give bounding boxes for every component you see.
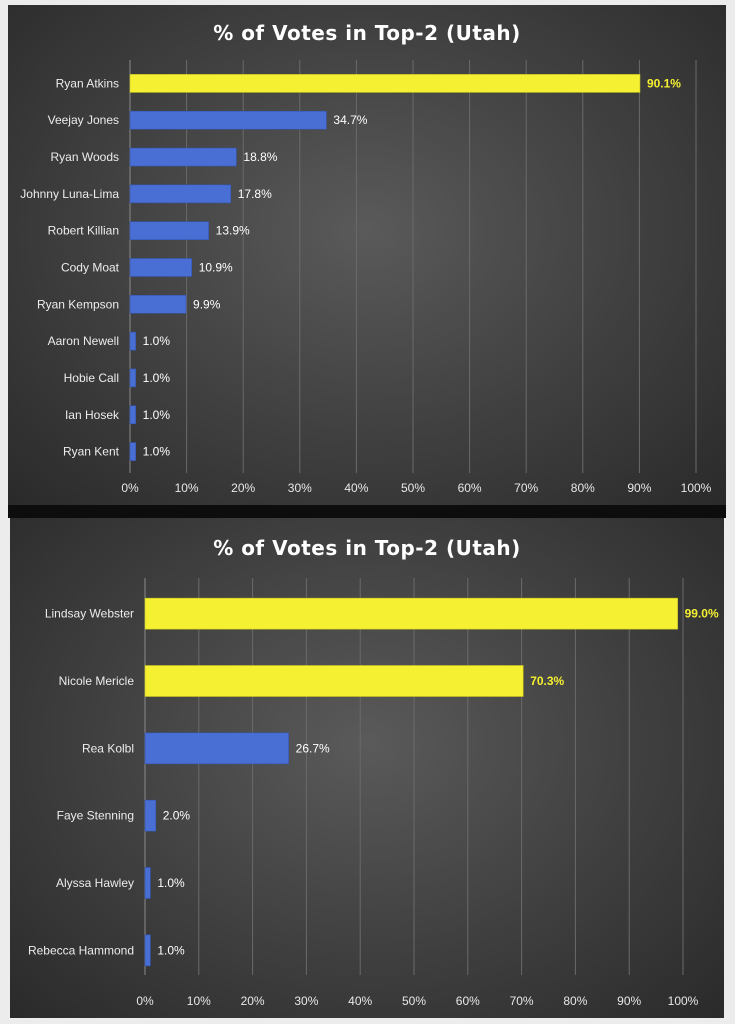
bar — [144, 732, 289, 765]
data-label: 1.0% — [157, 943, 185, 957]
x-tick-label: 90% — [617, 994, 641, 1008]
data-label: 34.7% — [333, 113, 367, 127]
bar — [144, 867, 151, 899]
x-tick-label: 30% — [294, 994, 318, 1008]
chart-bottom-plot: 0% 10% 20% 30% 40% 50% 60% 70% 80% 90% 100% Lindsay… — [28, 578, 719, 1008]
category-label: Ryan Woods — [51, 150, 119, 164]
data-label: 18.8% — [243, 150, 277, 164]
chart-title: % of Votes in Top-2 (Utah) — [213, 21, 521, 45]
bar — [144, 665, 524, 697]
data-label: 1.0% — [143, 408, 171, 422]
chart-top-plot: 0% 10% 20% 30% 40% 50% 60% 70% 80% 90% 100% Ryan At… — [20, 60, 712, 495]
x-tick-label: 0% — [121, 481, 139, 495]
category-label: Johnny Luna-Lima — [20, 187, 119, 201]
x-tick-label: 50% — [401, 481, 425, 495]
category-label: Rea Kolbl — [82, 741, 134, 755]
bar — [144, 934, 151, 967]
category-label: Faye Stenning — [57, 809, 134, 823]
category-label: Alyssa Hawley — [56, 876, 134, 890]
x-tick-label: 10% — [187, 994, 211, 1008]
bar — [129, 442, 136, 461]
x-tick-label: 0% — [136, 994, 154, 1008]
data-label: 10.9% — [199, 261, 233, 275]
bar — [144, 799, 157, 832]
x-tick-label: 30% — [288, 481, 312, 495]
x-tick-label: 20% — [231, 481, 255, 495]
data-label: 2.0% — [163, 809, 191, 823]
data-label: 90.1% — [647, 76, 681, 90]
x-tick-label: 40% — [344, 481, 368, 495]
bar — [129, 405, 136, 425]
bar — [129, 147, 237, 167]
bar — [129, 368, 136, 388]
data-label: 99.0% — [685, 607, 719, 621]
data-label: 13.9% — [216, 224, 250, 238]
divider — [8, 505, 726, 518]
category-label: Ian Hosek — [65, 408, 120, 422]
category-label: Ryan Kempson — [37, 297, 119, 311]
data-label: 17.8% — [238, 187, 272, 201]
category-label: Lindsay Webster — [45, 607, 134, 621]
category-label: Aaron Newell — [48, 334, 119, 348]
data-label: 1.0% — [143, 334, 171, 348]
chart-top: % of Votes in Top-2 (Utah) 0% 10% 20% 30% 40… — [8, 5, 726, 505]
bar — [129, 110, 327, 130]
data-label: 1.0% — [143, 445, 171, 459]
x-tick-label: 40% — [348, 994, 372, 1008]
x-tick-label: 50% — [402, 994, 426, 1008]
category-label: Cody Moat — [61, 261, 120, 275]
x-tick-label: 70% — [510, 994, 534, 1008]
bar — [129, 331, 136, 351]
category-label: Rebecca Hammond — [28, 943, 134, 957]
x-tick-label: 80% — [571, 481, 595, 495]
category-label: Nicole Mericle — [59, 674, 135, 688]
data-label: 1.0% — [157, 876, 185, 890]
data-label: 26.7% — [296, 741, 330, 755]
x-tick-label: 60% — [456, 994, 480, 1008]
x-tick-label: 60% — [458, 481, 482, 495]
x-tick-label: 100% — [668, 994, 699, 1008]
bar — [129, 221, 209, 240]
x-tick-label: 80% — [563, 994, 587, 1008]
category-label: Ryan Kent — [63, 445, 120, 459]
bar — [129, 184, 232, 204]
category-label: Veejay Jones — [48, 113, 119, 127]
x-tick-label: 10% — [175, 481, 199, 495]
bar — [144, 597, 678, 630]
chart-title: % of Votes in Top-2 (Utah) — [213, 536, 521, 560]
data-label: 1.0% — [143, 371, 171, 385]
category-label: Robert Killian — [48, 224, 119, 238]
data-label: 70.3% — [530, 674, 564, 688]
category-label: Hobie Call — [64, 371, 119, 385]
x-tick-label: 90% — [627, 481, 651, 495]
x-tick-label: 70% — [514, 481, 538, 495]
data-label: 9.9% — [193, 297, 221, 311]
bar — [129, 295, 187, 314]
chart-bottom: % of Votes in Top-2 (Utah) 0% 10% 20% 30% 40… — [10, 518, 724, 1018]
bar — [129, 74, 641, 93]
bar — [129, 258, 192, 277]
x-tick-label: 100% — [681, 481, 712, 495]
x-tick-label: 20% — [241, 994, 265, 1008]
category-label: Ryan Atkins — [56, 76, 119, 90]
